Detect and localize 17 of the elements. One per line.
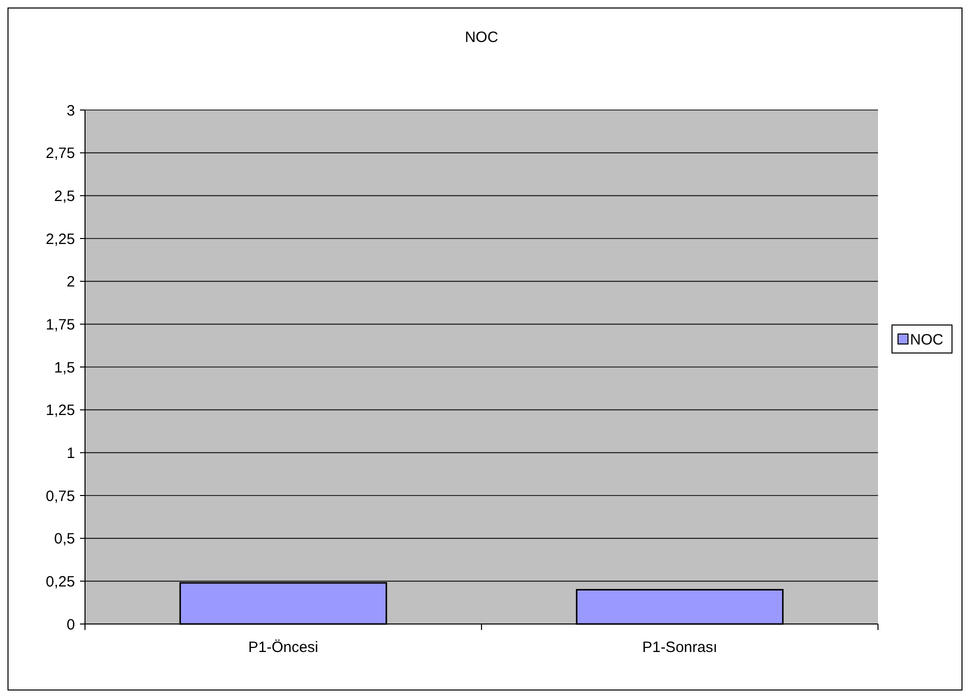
- legend-label: NOC: [910, 331, 944, 348]
- y-tick-label: 0: [66, 616, 75, 634]
- y-tick-label: 0,5: [54, 530, 75, 548]
- y-tick-label: 2,25: [46, 230, 75, 248]
- y-tick-label: 0,25: [46, 573, 75, 590]
- x-tick-label: P1-Sonrası: [642, 639, 718, 656]
- x-tick-label: P1-Öncesi: [248, 639, 318, 656]
- y-tick-label: 1: [66, 444, 75, 462]
- y-tick-label: 1,75: [46, 316, 75, 334]
- y-tick-label: 2: [66, 274, 75, 291]
- y-tick-label: 3: [66, 102, 75, 120]
- y-tick-label: 2,75: [46, 145, 75, 162]
- y-tick-label: 0,75: [46, 488, 75, 505]
- y-tick-label: 1,25: [46, 402, 75, 420]
- y-tick-label: 1,5: [54, 359, 75, 376]
- y-tick-label: 2,5: [54, 188, 75, 205]
- chart-title: NOC: [464, 29, 498, 46]
